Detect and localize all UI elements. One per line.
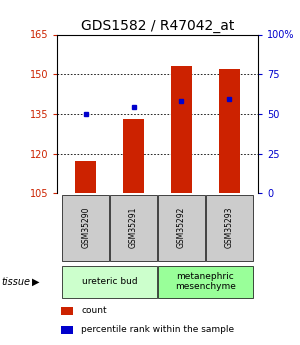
Bar <box>61 326 73 334</box>
Bar <box>110 195 157 261</box>
Bar <box>75 161 97 193</box>
Text: GSM35290: GSM35290 <box>81 207 90 248</box>
Text: GSM35292: GSM35292 <box>177 207 186 248</box>
Bar <box>171 66 192 193</box>
Text: metanephric
mesenchyme: metanephric mesenchyme <box>175 272 236 291</box>
Text: ureteric bud: ureteric bud <box>82 277 137 286</box>
Bar <box>206 195 253 261</box>
Bar <box>158 195 205 261</box>
Bar <box>123 119 144 193</box>
Bar <box>61 307 73 315</box>
Text: percentile rank within the sample: percentile rank within the sample <box>81 325 234 334</box>
Bar <box>158 266 253 298</box>
Bar <box>218 69 240 193</box>
Text: GSM35293: GSM35293 <box>225 207 234 248</box>
Text: ▶: ▶ <box>32 277 39 287</box>
Bar <box>62 195 109 261</box>
Bar <box>62 266 157 298</box>
Title: GDS1582 / R47042_at: GDS1582 / R47042_at <box>81 19 234 33</box>
Text: GSM35291: GSM35291 <box>129 207 138 248</box>
Text: count: count <box>81 306 107 315</box>
Text: tissue: tissue <box>2 277 31 287</box>
